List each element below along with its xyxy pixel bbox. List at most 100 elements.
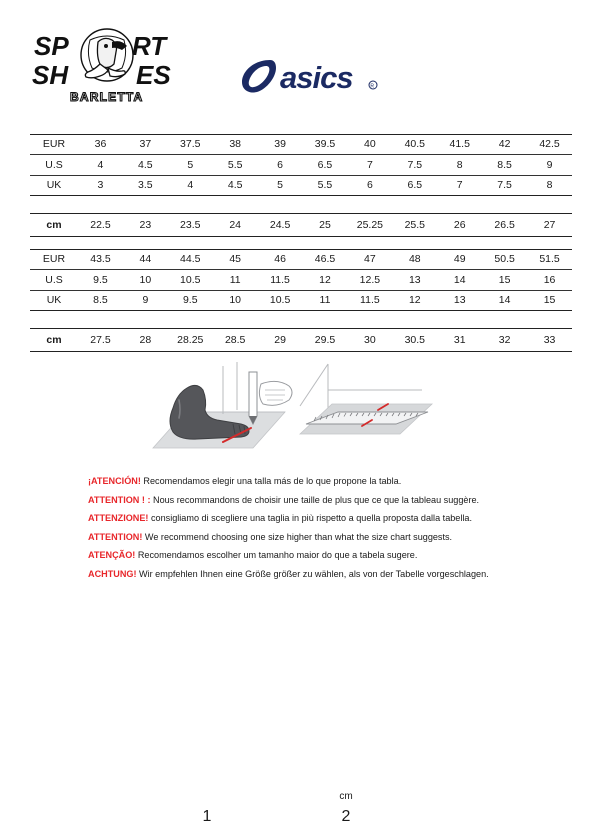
cell: 10.5 [269, 293, 291, 306]
warning-notes: ¡ATENCIÓN! Recomendamos elegir una talla… [88, 472, 558, 584]
table-row: cm 22.5 23 23.5 24 24.5 25 25.25 25.5 26… [30, 214, 572, 237]
cell: 30 [364, 333, 376, 346]
row-label-uk: UK [46, 178, 62, 191]
warning-label: ATTENZIONE! [88, 513, 149, 524]
cell: 28 [139, 333, 152, 346]
cell: 10 [229, 293, 242, 306]
cell: 49 [437, 250, 483, 271]
cell: 11.5 [360, 293, 380, 306]
cell: 11 [319, 293, 331, 306]
warning-text: Wir empfehlen Ihnen eine Größe größer zu… [136, 568, 489, 579]
table-row: UK 8.5 9 9.5 10 10.5 11 11.5 12 13 14 15 [30, 290, 572, 310]
cell: 44 [122, 250, 168, 271]
table-row: UK 3 3.5 4 4.5 5 5.5 6 6.5 7 7.5 8 [30, 175, 572, 195]
table-row: EUR 36 37 37.5 38 39 39.5 40 40.5 41.5 4… [30, 135, 572, 156]
warning-line-it: ATTENZIONE! consigliamo di scegliere una… [88, 509, 558, 528]
svg-text:RT: RT [132, 31, 168, 61]
cell: 13 [453, 293, 466, 306]
cell: 6.5 [302, 154, 348, 176]
cell: 26.5 [494, 218, 515, 231]
cell: 29 [274, 333, 286, 346]
cell: 15 [482, 269, 528, 291]
warning-label: ATTENTION ! : [88, 494, 151, 505]
cell: 9.5 [78, 269, 123, 291]
cell: 43.5 [78, 250, 123, 271]
cell: 12.5 [347, 269, 393, 291]
cell: 33 [543, 333, 556, 346]
size-rows-block: EUR 43.5 44 44.5 45 46 46.5 47 48 49 50.… [30, 249, 572, 311]
warning-line-de: ACHTUNG! Wir empfehlen Ihnen eine Größe … [88, 565, 558, 584]
row-label-eur: EUR [30, 135, 78, 156]
svg-text:R: R [370, 84, 374, 90]
cell: 41.5 [437, 135, 483, 156]
foot-on-paper-tracing-icon [145, 360, 295, 470]
warning-label: ATTENTION! [88, 531, 143, 542]
warning-text: We recommend choosing one size higher th… [142, 531, 453, 542]
table-row: cm 27.5 28 28.25 28.5 29 29.5 30 30.5 31… [30, 329, 572, 352]
cell: 46.5 [302, 250, 348, 271]
page-header: SP RT SH ES BARLETTA asics R [0, 0, 600, 118]
cm-row-block: cm 22.5 23 23.5 24 24.5 25 25.25 25.5 26… [30, 212, 572, 238]
cell: 9 [142, 293, 149, 306]
warning-line-en: ATTENTION! We recommend choosing one siz… [88, 528, 558, 547]
cell: 8 [546, 178, 553, 191]
cell: 44.5 [167, 250, 213, 271]
cell: 48 [392, 250, 438, 271]
cell: 7.5 [497, 178, 512, 191]
cell: 23.5 [180, 218, 201, 231]
cell: 23 [139, 218, 152, 231]
cell: 9 [527, 154, 572, 176]
cell: 6 [257, 154, 303, 176]
cell: 5.5 [212, 154, 258, 176]
cell: 32 [498, 333, 511, 346]
diagram-number-1: 1 [202, 808, 212, 825]
table-row: U.S 4 4.5 5 5.5 6 6.5 7 7.5 8 8.5 9 [30, 154, 572, 176]
cell: 8.5 [93, 293, 108, 306]
row-label-cm: cm [46, 333, 62, 346]
cell: 15 [543, 293, 556, 306]
table-row: U.S 9.5 10 10.5 11 11.5 12 12.5 13 14 15… [30, 269, 572, 291]
cell: 12 [302, 269, 348, 291]
cell: 27 [543, 218, 556, 231]
cell: 7 [456, 178, 463, 191]
cell: 16 [527, 269, 572, 291]
warning-line-es: ¡ATENCIÓN! Recomendamos elegir una talla… [88, 472, 558, 491]
cell: 5 [277, 178, 283, 191]
cell: 22.5 [90, 218, 111, 231]
warning-label: ¡ATENCIÓN! [88, 476, 141, 486]
row-label-uk: UK [46, 293, 62, 306]
cell: 42.5 [527, 135, 572, 156]
svg-text:ES: ES [136, 60, 171, 90]
diagram-number-2: 2 [341, 808, 351, 825]
cell: 50.5 [482, 250, 528, 271]
cell: 4 [78, 154, 123, 176]
cell: 7.5 [392, 154, 438, 176]
cell: 3 [97, 178, 104, 191]
cell: 3.5 [138, 178, 153, 191]
cell: 39 [257, 135, 303, 156]
cell: 6.5 [407, 178, 423, 191]
cell: 5 [167, 154, 213, 176]
cell: 25.5 [404, 218, 426, 231]
cell: 9.5 [182, 293, 198, 306]
size-table-small: EUR 36 37 37.5 38 39 39.5 40 40.5 41.5 4… [30, 134, 572, 238]
svg-text:SH: SH [32, 60, 69, 90]
cell: 5.5 [317, 178, 333, 191]
cell: 27.5 [90, 333, 111, 346]
row-label-eur: EUR [30, 250, 78, 271]
cell: 31 [453, 333, 466, 346]
cell: 37.5 [167, 135, 213, 156]
cell: 10.5 [167, 269, 213, 291]
row-label-cm: cm [46, 218, 62, 231]
warning-line-pt: ATENÇÃO! Recomendamos escolher um tamanh… [88, 546, 558, 565]
svg-text:asics: asics [280, 60, 353, 95]
cell: 11 [212, 269, 258, 291]
cell: 46 [257, 250, 303, 271]
cell: 14 [437, 269, 483, 291]
table-row: EUR 43.5 44 44.5 45 46 46.5 47 48 49 50.… [30, 250, 572, 271]
cell: 8.5 [482, 154, 528, 176]
table-gap [30, 196, 572, 213]
cell: 36 [78, 135, 123, 156]
warning-line-fr: ATTENTION ! : Nous recommandons de chois… [88, 491, 558, 510]
size-table-large: EUR 43.5 44 44.5 45 46 46.5 47 48 49 50.… [30, 249, 572, 353]
